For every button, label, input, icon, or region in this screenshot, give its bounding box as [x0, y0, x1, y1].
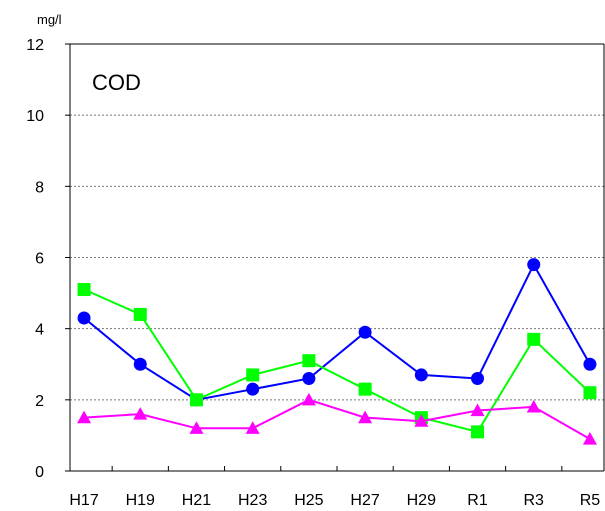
x-tick-label-H27: H27	[350, 492, 379, 509]
data-point-square-H21	[189, 393, 203, 407]
chart-title: COD	[92, 70, 141, 95]
x-tick-label-H25: H25	[294, 492, 323, 509]
y-tick-label-2: 2	[35, 393, 44, 410]
data-point-circle-H27	[358, 325, 372, 339]
data-point-square-H17	[77, 283, 91, 297]
data-point-circle-H19	[133, 357, 147, 371]
data-point-circle-R1	[471, 371, 485, 385]
data-point-square-H27	[358, 382, 372, 396]
data-point-square-R1	[471, 425, 485, 439]
data-point-triangle-R5	[582, 431, 597, 445]
series-line-triangle	[84, 398, 591, 440]
data-point-circle-H17	[77, 311, 91, 325]
data-point-triangle-H17	[77, 410, 92, 424]
data-point-triangle-R3	[526, 399, 541, 413]
x-tick-label-H19: H19	[126, 492, 155, 509]
data-point-square-H19	[133, 307, 147, 321]
data-point-circle-R3	[527, 258, 541, 272]
series-line-circle	[83, 262, 591, 401]
x-tick-label-H23: H23	[238, 492, 267, 509]
data-point-square-R3	[527, 332, 541, 346]
x-tick-label-H21: H21	[182, 492, 211, 509]
data-series	[77, 258, 597, 445]
data-point-triangle-H21	[189, 421, 204, 434]
series-line-square	[83, 288, 591, 434]
series-triangle	[77, 392, 597, 445]
y-tick-label-4: 4	[35, 322, 44, 339]
y-tick-label-10: 10	[26, 108, 44, 125]
data-point-circle-H23	[246, 382, 260, 396]
y-tick-label-0: 0	[35, 464, 44, 481]
x-tick-label-R5: R5	[580, 492, 601, 509]
data-point-circle-H25	[302, 371, 316, 385]
data-point-triangle-H19	[133, 407, 148, 420]
y-tick-label-12: 12	[26, 37, 44, 54]
data-point-square-H23	[246, 368, 260, 382]
y-axis-unit-label: mg/l	[37, 12, 62, 27]
axes	[65, 43, 605, 472]
x-tick-label-R3: R3	[524, 492, 545, 509]
data-point-triangle-R1	[470, 403, 485, 417]
data-point-circle-R5	[583, 357, 597, 371]
gridlines	[70, 43, 604, 401]
x-tick-label-H29: H29	[407, 492, 436, 509]
x-tick-label-R1: R1	[467, 492, 488, 509]
series-square	[77, 283, 597, 439]
data-point-triangle-H25	[301, 392, 316, 406]
data-point-triangle-H29	[414, 414, 429, 427]
data-point-square-H25	[302, 354, 316, 368]
data-point-square-R5	[583, 386, 597, 400]
y-axis-tick-labels: 0 2 4 6 8 10 12	[26, 37, 44, 481]
data-point-circle-H29	[414, 368, 428, 382]
y-tick-label-6: 6	[35, 251, 44, 268]
y-tick-label-8: 8	[35, 179, 44, 196]
x-axis-tick-labels: H17 H19 H21 H23 H25 H27 H29 R1 R3 R5	[69, 492, 600, 509]
data-point-triangle-H23	[245, 421, 260, 434]
data-point-triangle-H27	[358, 410, 373, 424]
x-tick-label-H17: H17	[69, 492, 98, 509]
